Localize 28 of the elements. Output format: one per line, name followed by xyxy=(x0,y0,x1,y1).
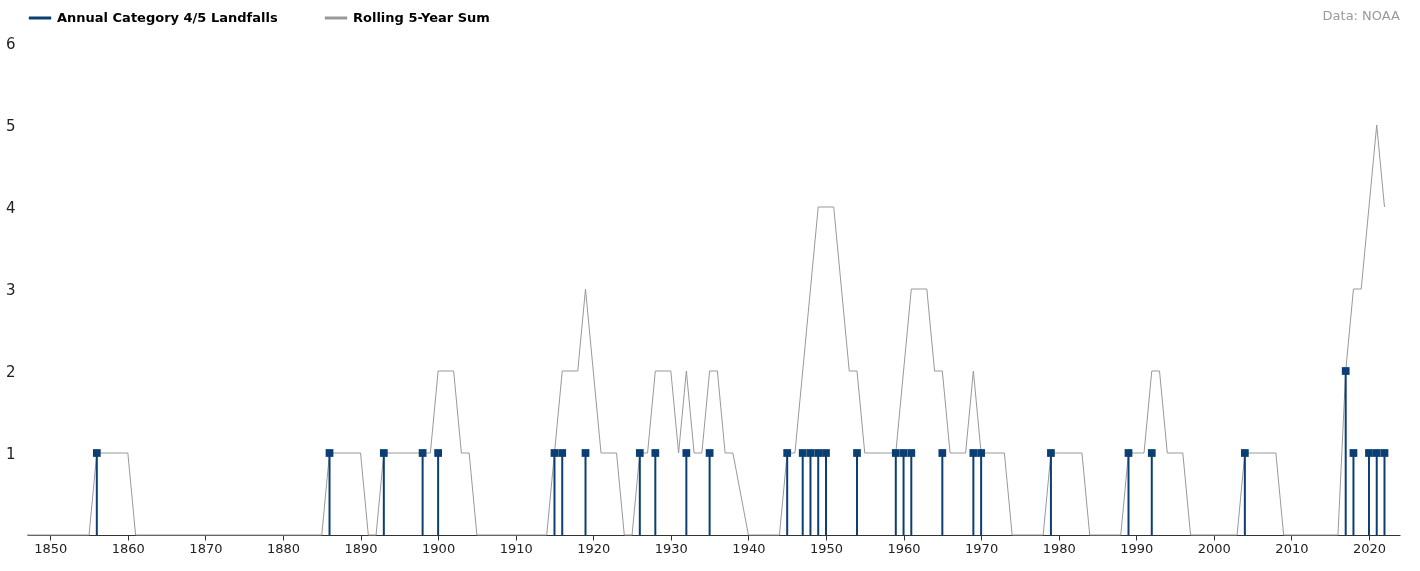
legend-label: Annual Category 4/5 Landfalls xyxy=(57,10,278,25)
x-tick-label: 1900 xyxy=(422,540,456,556)
x-tick-label: 2000 xyxy=(1197,540,1231,556)
x-tick-label: 1980 xyxy=(1042,540,1076,556)
x-tick-label: 1880 xyxy=(266,540,301,556)
y-tick-label: 6 xyxy=(5,34,16,53)
x-tick-label: 1940 xyxy=(732,540,766,556)
y-tick-label: 5 xyxy=(5,116,16,135)
x-tick-label: 1890 xyxy=(344,540,378,556)
x-tick-label: 1870 xyxy=(189,540,223,556)
x-tick-label: 1920 xyxy=(577,540,611,556)
x-tick-label: 1910 xyxy=(499,540,533,556)
y-tick-label: 1 xyxy=(5,444,16,463)
x-tick-label: 1860 xyxy=(111,540,145,556)
legend-label: Rolling 5-Year Sum xyxy=(353,10,490,25)
y-tick-label: 3 xyxy=(5,280,16,299)
line-series xyxy=(26,124,1385,536)
x-tick-label: 2010 xyxy=(1275,540,1309,556)
x-tick-label: 1990 xyxy=(1120,540,1154,556)
x-tick-label: 1930 xyxy=(654,540,688,556)
y-tick-label: 4 xyxy=(5,198,16,217)
y-tick-label: 2 xyxy=(5,362,16,381)
x-tick-label: 2020 xyxy=(1352,540,1387,556)
x-tick-label: 1950 xyxy=(809,540,844,556)
text: Data: NOAA xyxy=(1322,8,1401,23)
x-tick-label: 1850 xyxy=(34,540,68,556)
x-tick-label: 1960 xyxy=(887,540,921,556)
x-tick-label: 1970 xyxy=(965,540,999,556)
